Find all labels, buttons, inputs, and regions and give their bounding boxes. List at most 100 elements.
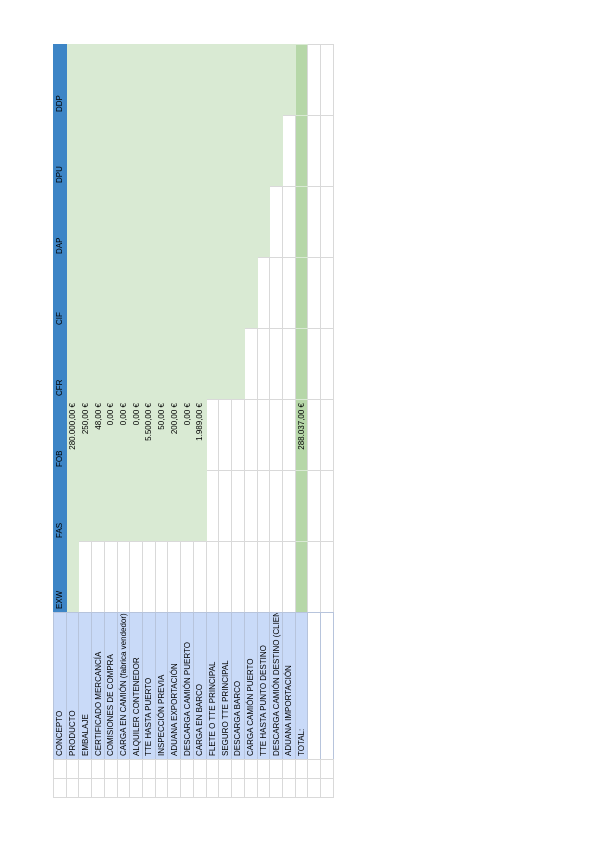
blank-cell (244, 778, 257, 798)
cost-cell (193, 44, 207, 116)
table-body: CONCEPTO EXW FAS FOB CFR CIF DAP DPU DDP PRODUCTO… (53, 44, 334, 798)
blank-cell (282, 778, 296, 798)
cost-cell (244, 257, 257, 329)
cost-cell (91, 257, 105, 329)
cost-cell (269, 115, 283, 187)
cost-cell (78, 470, 92, 542)
blank-cell (282, 759, 296, 779)
fob-value-cell: 280.000,00 € (66, 399, 79, 471)
cost-cell (78, 541, 92, 613)
cost-cell (206, 44, 219, 116)
fob-value-cell (282, 399, 296, 471)
header-dap: DAP (53, 186, 67, 258)
blank-cell (231, 778, 245, 798)
header-exw: EXW (53, 541, 67, 613)
concept-cell: COMISIONES DE COMPRA (104, 612, 118, 760)
cost-cell (66, 115, 79, 187)
table-row: SEGURO TTE PRINCIPAL (218, 44, 232, 798)
cost-cell (104, 470, 118, 542)
cost-cell (104, 186, 118, 258)
blank-cell (91, 778, 105, 798)
fob-value-cell: 0,00 € (104, 399, 118, 471)
blank-cell (53, 759, 67, 779)
cost-cell (244, 328, 257, 400)
cost-cell (244, 470, 257, 542)
concept-cell: CARGA EN BARCO (193, 612, 207, 760)
cost-cell (155, 470, 168, 542)
header-row: CONCEPTO EXW FAS FOB CFR CIF DAP DPU DDP (53, 44, 67, 798)
cost-cell (142, 186, 156, 258)
concept-cell: TTE HASTA PUNTO DESTINO (257, 612, 270, 760)
cost-cell (117, 186, 130, 258)
header-dpu: DPU (53, 115, 67, 187)
blank-cell (129, 778, 143, 798)
concept-cell: ADUANA IMPORTACIÓN (282, 612, 296, 760)
cost-cell (206, 257, 219, 329)
cost-cell (244, 44, 257, 116)
header-ddp: DDP (53, 44, 67, 116)
cost-cell (218, 44, 232, 116)
fob-value-cell: 0,00 € (129, 399, 143, 471)
cost-cell (129, 186, 143, 258)
cost-cell (282, 44, 296, 116)
cost-cell (78, 186, 92, 258)
concept-cell: TTE HASTA PUERTO (142, 612, 156, 760)
blank-cell (78, 778, 92, 798)
empty-cell (320, 115, 334, 187)
total-label: TOTAL: (295, 612, 308, 760)
table-row: CARGA EN CAMIÓN (fabrica vendedor) 0,00 € (117, 44, 130, 798)
cost-cell (282, 541, 296, 613)
cost-cell (78, 257, 92, 329)
cost-cell (167, 328, 181, 400)
cost-cell (193, 541, 207, 613)
total-cell (295, 115, 308, 187)
cost-cell (282, 115, 296, 187)
cost-cell (117, 257, 130, 329)
empty-cell (307, 328, 321, 400)
cost-cell (155, 541, 168, 613)
table-row: CARGA EN BARCO 1.989,00 € (193, 44, 207, 798)
table-row: TTE HASTA PUNTO DESTINO (257, 44, 270, 798)
total-cell (295, 257, 308, 329)
blank-cell (206, 778, 219, 798)
cost-cell (269, 257, 283, 329)
cost-cell (117, 115, 130, 187)
total-cell (295, 186, 308, 258)
cost-cell (257, 44, 270, 116)
empty-cell (307, 186, 321, 258)
cost-cell (117, 44, 130, 116)
table-row: INSPECCIÓN PREVIA 50,00 € (155, 44, 168, 798)
header-cif: CIF (53, 257, 67, 329)
cost-cell (193, 328, 207, 400)
cost-cell (231, 541, 245, 613)
cost-cell (206, 186, 219, 258)
cost-cell (218, 257, 232, 329)
fob-value-cell (206, 399, 219, 471)
cost-cell (167, 470, 181, 542)
blank-cell (320, 759, 334, 779)
cost-cell (282, 470, 296, 542)
cost-cell (142, 257, 156, 329)
cost-cell (129, 328, 143, 400)
cost-cell (66, 328, 79, 400)
table-row: ADUANA IMPORTACIÓN (282, 44, 296, 798)
cost-cell (155, 257, 168, 329)
blank-cell (104, 778, 118, 798)
cost-cell (269, 44, 283, 116)
cost-cell (206, 115, 219, 187)
table-row: TTE HASTA PUERTO 5.500,00 € (142, 44, 156, 798)
total-cell (295, 470, 308, 542)
blank-cell (320, 778, 334, 798)
empty-cell (320, 328, 334, 400)
cost-cell (167, 186, 181, 258)
empty-row (320, 44, 334, 798)
header-fas: FAS (53, 470, 67, 542)
header-cfr: CFR (53, 328, 67, 400)
concept-cell: DESCARGA CAMIÓN DESTINO (CLIENTE) (269, 612, 283, 760)
fob-value-cell: 1.989,00 € (193, 399, 207, 471)
incoterms-cost-table: CONCEPTO EXW FAS FOB CFR CIF DAP DPU DDP PRODUCTO… (53, 44, 334, 798)
cost-cell (206, 328, 219, 400)
table-row: DESCARGA CAMIÓN DESTINO (CLIENTE) (269, 44, 283, 798)
cost-cell (91, 115, 105, 187)
blank-cell (218, 759, 232, 779)
